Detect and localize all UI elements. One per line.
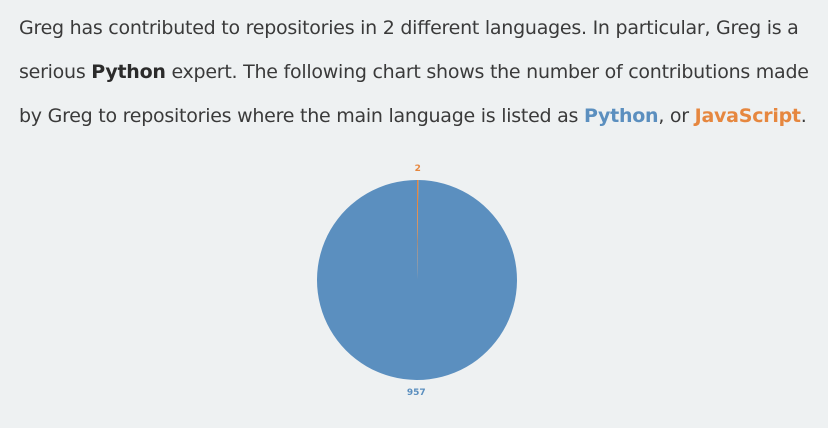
contribution-summary-paragraph: Greg has contributed to repositories in … — [19, 6, 819, 138]
summary-text-part-1: Greg has contributed to repositories in … — [19, 17, 799, 83]
pie-slice-python — [316, 180, 517, 380]
summary-text-part-3: , or — [658, 105, 695, 127]
summary-text-part-4: . — [800, 105, 807, 127]
language-python-label: Python — [583, 105, 659, 127]
expert-language-strong: Python — [91, 61, 166, 83]
data-label-python: 957 — [407, 388, 426, 398]
pie-slice-javascript — [417, 180, 419, 280]
data-label-javascript: 2 — [415, 164, 421, 174]
summary-text-part-2: expert. The following chart shows the nu… — [19, 61, 809, 127]
language-javascript-label: JavaScript — [694, 105, 801, 127]
